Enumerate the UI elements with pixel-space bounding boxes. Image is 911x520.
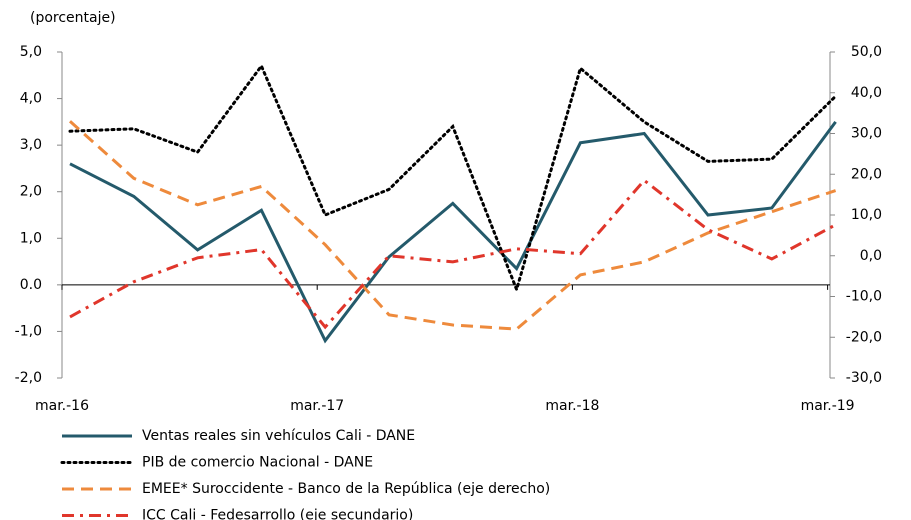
legend-label: EMEE* Suroccidente - Banco de la Repúbli… xyxy=(142,481,550,497)
y-axis-label: (porcentaje) xyxy=(30,10,116,26)
legend-label: PIB de comercio Nacional - DANE xyxy=(142,455,373,471)
y2-tick-label: -30,0 xyxy=(846,370,882,386)
series-line xyxy=(69,120,837,331)
legend-label: Ventas reales sin vehículos Cali - DANE xyxy=(142,428,415,444)
x-tick-label: mar.-17 xyxy=(290,398,344,414)
y2-tick-label: -20,0 xyxy=(846,329,882,345)
y2-tick-label: 30,0 xyxy=(851,126,882,142)
y-tick-label: 5,0 xyxy=(20,44,42,60)
y-tick-label: 1,0 xyxy=(20,230,42,246)
y2-tick-label: 40,0 xyxy=(851,85,882,101)
series-line xyxy=(68,63,838,295)
y-tick-label: 4,0 xyxy=(20,91,42,107)
y-tick-label: 3,0 xyxy=(20,137,42,153)
y2-tick-label: 0,0 xyxy=(860,248,882,264)
series-line xyxy=(69,178,837,330)
y2-tick-label: 50,0 xyxy=(851,44,882,60)
y2-tick-label: 20,0 xyxy=(851,166,882,182)
legend-label: ICC Cali - Fedesarrollo (eje secundario) xyxy=(142,508,413,520)
y-tick-label: 2,0 xyxy=(20,184,42,200)
y2-tick-label: -10,0 xyxy=(846,289,882,305)
y-tick-label: -1,0 xyxy=(15,323,42,339)
y2-tick-label: 10,0 xyxy=(851,207,882,223)
series-line xyxy=(69,121,837,344)
x-tick-label: mar.-19 xyxy=(801,398,855,414)
x-tick-label: mar.-18 xyxy=(545,398,599,414)
x-tick-label: mar.-16 xyxy=(35,398,89,414)
y-tick-label: 0.0 xyxy=(20,277,42,293)
y-tick-label: -2,0 xyxy=(15,370,42,386)
